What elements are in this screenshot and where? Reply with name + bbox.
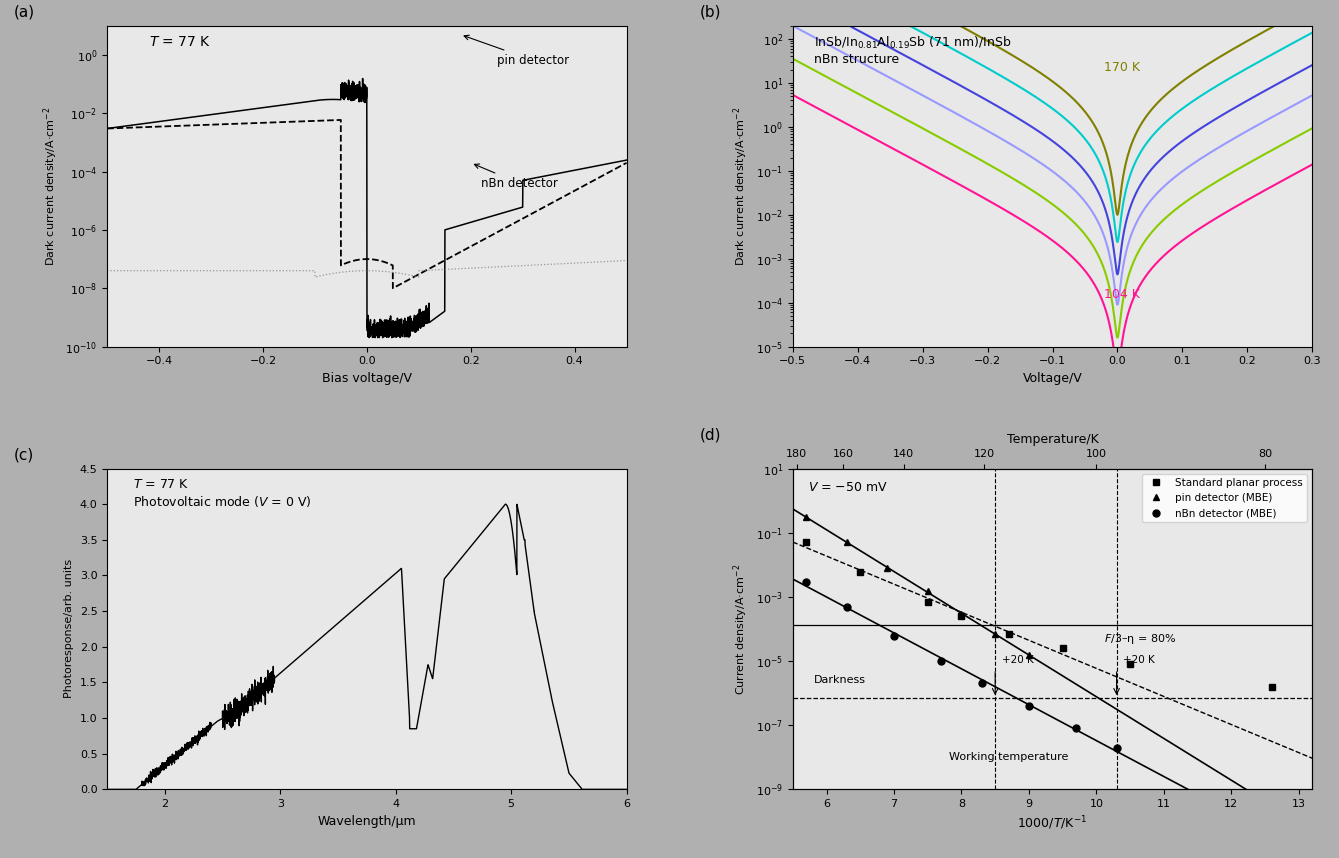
Text: pin detector: pin detector — [465, 35, 569, 67]
Text: (c): (c) — [13, 447, 33, 462]
X-axis label: Temperature/K: Temperature/K — [1007, 433, 1098, 446]
X-axis label: 1000/$T$/K$^{-1}$: 1000/$T$/K$^{-1}$ — [1018, 814, 1087, 832]
Text: $F$/3–η = 80%: $F$/3–η = 80% — [1105, 631, 1177, 646]
X-axis label: Voltage/V: Voltage/V — [1023, 372, 1082, 385]
Y-axis label: Current density/A·cm$^{-2}$: Current density/A·cm$^{-2}$ — [731, 564, 750, 694]
Y-axis label: Dark current density/A·cm$^{-2}$: Dark current density/A·cm$^{-2}$ — [42, 106, 60, 266]
Text: Darkness: Darkness — [814, 675, 865, 686]
Text: (b): (b) — [699, 4, 720, 20]
Y-axis label: Dark current density/A·cm$^{-2}$: Dark current density/A·cm$^{-2}$ — [731, 106, 750, 266]
Text: $T$ = 77 K: $T$ = 77 K — [149, 35, 210, 50]
Text: (d): (d) — [699, 428, 720, 443]
X-axis label: Bias voltage/V: Bias voltage/V — [321, 372, 412, 385]
Text: $V$ = −50 mV: $V$ = −50 mV — [809, 481, 888, 494]
Text: +20 K: +20 K — [1002, 656, 1034, 666]
Text: 170 K: 170 K — [1105, 61, 1141, 74]
Text: $T$ = 77 K
Photovoltaic mode ($V$ = 0 V): $T$ = 77 K Photovoltaic mode ($V$ = 0 V) — [133, 478, 312, 509]
Text: (a): (a) — [13, 4, 35, 20]
Text: +20 K: +20 K — [1123, 656, 1156, 666]
Legend: Standard planar process, pin detector (MBE), nBn detector (MBE): Standard planar process, pin detector (M… — [1142, 474, 1307, 523]
Text: nBn detector: nBn detector — [474, 164, 558, 190]
Text: InSb/In$_{0.81}$Al$_{0.19}$Sb (71 nm)/InSb
nBn structure: InSb/In$_{0.81}$Al$_{0.19}$Sb (71 nm)/In… — [814, 35, 1011, 66]
X-axis label: Wavelength/μm: Wavelength/μm — [317, 814, 416, 828]
Text: Working temperature: Working temperature — [948, 752, 1069, 763]
Text: 104 K: 104 K — [1105, 288, 1141, 301]
Y-axis label: Photoresponse/arb. units: Photoresponse/arb. units — [64, 559, 74, 698]
